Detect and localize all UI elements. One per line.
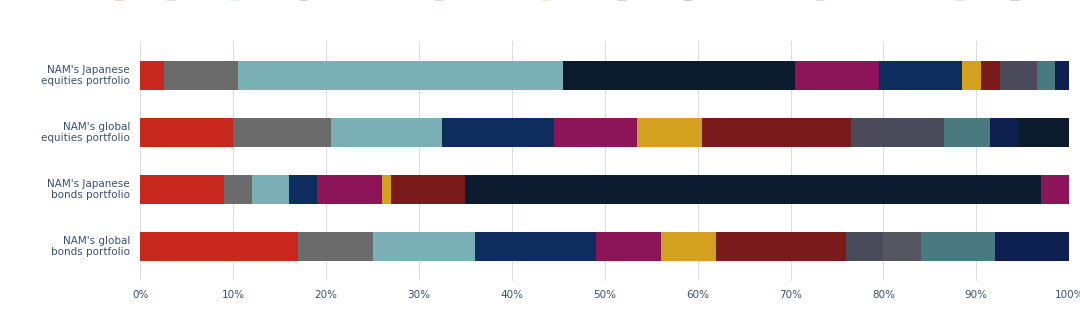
Bar [702,118,851,147]
Bar [140,175,224,204]
Bar [883,232,920,261]
Bar [879,61,962,91]
Bar [1000,61,1037,91]
Bar [289,175,316,204]
Bar [140,118,233,147]
Bar [238,61,563,91]
Bar [990,118,1018,147]
Bar [1018,118,1069,147]
Bar [716,232,847,261]
Bar [795,61,879,91]
Bar [298,232,373,261]
Bar [140,232,298,261]
Bar [944,118,990,147]
Bar [443,118,554,147]
Bar [1037,61,1055,91]
Bar [140,61,164,91]
Bar [995,232,1069,261]
Bar [330,118,443,147]
Bar [224,175,252,204]
Bar [1041,175,1069,204]
Bar [920,232,995,261]
Bar [465,175,1041,204]
Bar [316,175,382,204]
Bar [475,232,595,261]
Bar [233,118,330,147]
Bar [373,232,475,261]
Bar [391,175,465,204]
Bar [851,118,944,147]
Bar [382,175,391,204]
Bar [661,232,716,261]
Bar [637,118,702,147]
Bar [847,232,883,261]
Bar [252,175,289,204]
Bar [595,232,661,261]
Bar [981,61,1000,91]
Bar [962,61,981,91]
Bar [164,61,238,91]
Legend: Energy, Materials, Industrials, Consumer Discretionary, Consumer Staples, Health: Energy, Materials, Industrials, Consumer… [110,0,1080,4]
Bar [554,118,637,147]
Bar [563,61,795,91]
Bar [1055,61,1069,91]
